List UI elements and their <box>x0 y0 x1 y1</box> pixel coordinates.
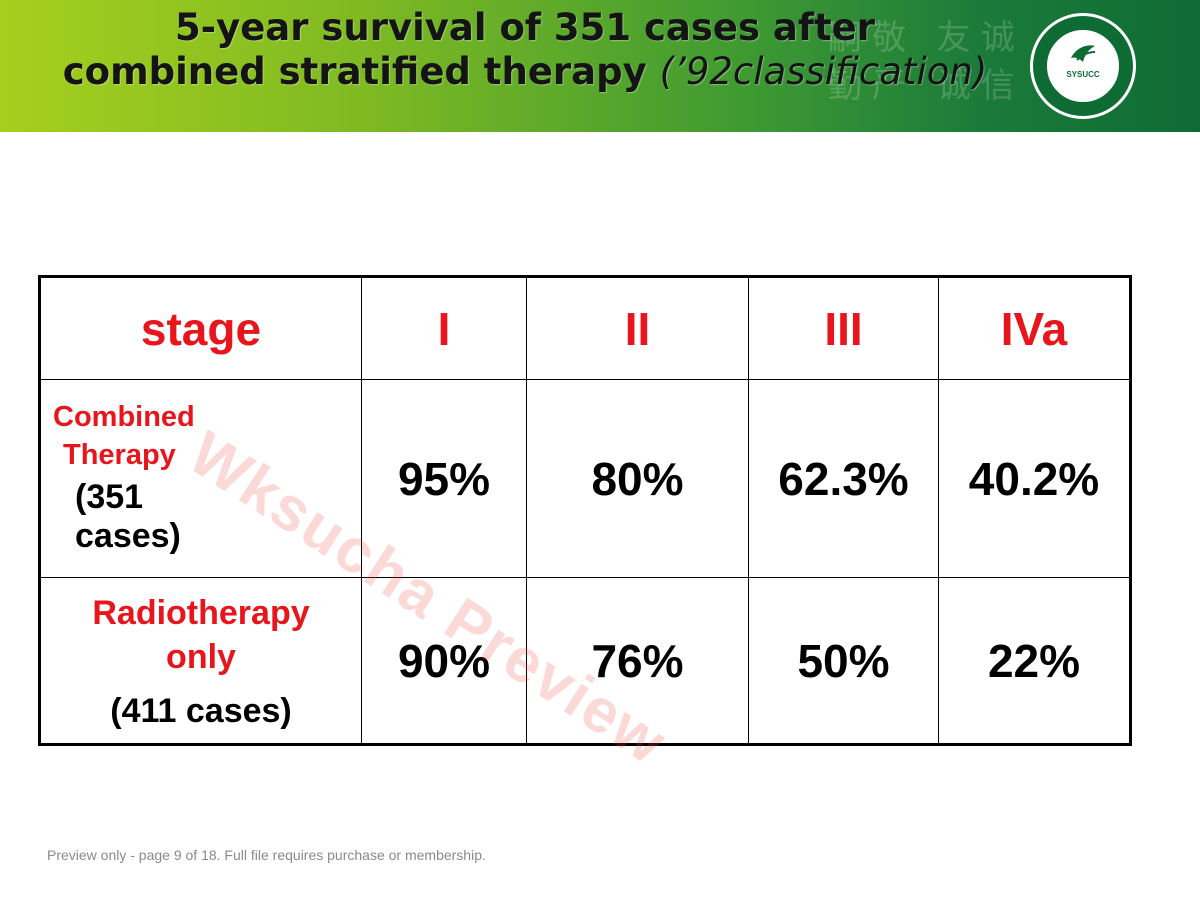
cell-value: 50% <box>748 577 939 745</box>
title-line-2-main: combined stratified therapy <box>62 50 660 93</box>
header-stage-i: I <box>361 276 527 380</box>
cell-value: 40.2% <box>938 379 1131 578</box>
cell-value: 90% <box>361 577 527 745</box>
title-line-1: 5-year survival of 351 cases after <box>174 6 875 49</box>
bird-icon <box>1071 45 1096 62</box>
logo-emblem: SYSUCC <box>1047 30 1119 102</box>
row-label-red-2: Therapy <box>63 439 176 471</box>
row-label-red-1: Radiotherapy <box>92 593 310 632</box>
header-stage-iii: III <box>748 276 939 380</box>
cell-value: 22% <box>938 577 1131 745</box>
title-line-2: combined stratified therapy (’92classifi… <box>0 50 1050 94</box>
table-header-row: stage I II III IVa <box>39 276 1131 380</box>
sysucc-logo: SYSUCC <box>1030 13 1136 119</box>
title-line-2-italic: (’92classification) <box>659 50 988 93</box>
cell-value: 80% <box>526 379 749 578</box>
survival-table: stage I II III IVa Combined Therapy (351… <box>38 275 1132 746</box>
row-label-cases: (411 cases) <box>110 691 292 730</box>
row-label-combined: Combined Therapy (351 cases) <box>39 379 362 578</box>
header-stage-ii: II <box>526 276 749 380</box>
preview-footer: Preview only - page 9 of 18. Full file r… <box>47 847 486 863</box>
logo-text: SYSUCC <box>1066 70 1100 79</box>
cell-value: 95% <box>361 379 527 578</box>
calligraphy-decoration: 嗣敬 友诚 勤严 诚信 <box>828 18 1025 106</box>
cell-value: 76% <box>526 577 749 745</box>
title-banner: 嗣敬 友诚 勤严 诚信 5-year survival of 351 cases… <box>0 0 1200 132</box>
cell-value: 62.3% <box>748 379 939 578</box>
slide-title: 5-year survival of 351 cases after combi… <box>0 6 1050 94</box>
row-label-radiotherapy: Radiotherapy only (411 cases) <box>39 577 362 745</box>
table-row: Combined Therapy (351 cases) 95% 80% 62.… <box>39 379 1131 578</box>
header-stage-iva: IVa <box>938 276 1131 380</box>
row-label-cases: (351 cases) <box>75 478 181 555</box>
row-label-red-1: Combined <box>53 401 195 433</box>
header-stage: stage <box>39 276 362 380</box>
row-label-red-2: only <box>166 637 236 676</box>
table-row: Radiotherapy only (411 cases) 90% 76% 50… <box>39 577 1131 745</box>
